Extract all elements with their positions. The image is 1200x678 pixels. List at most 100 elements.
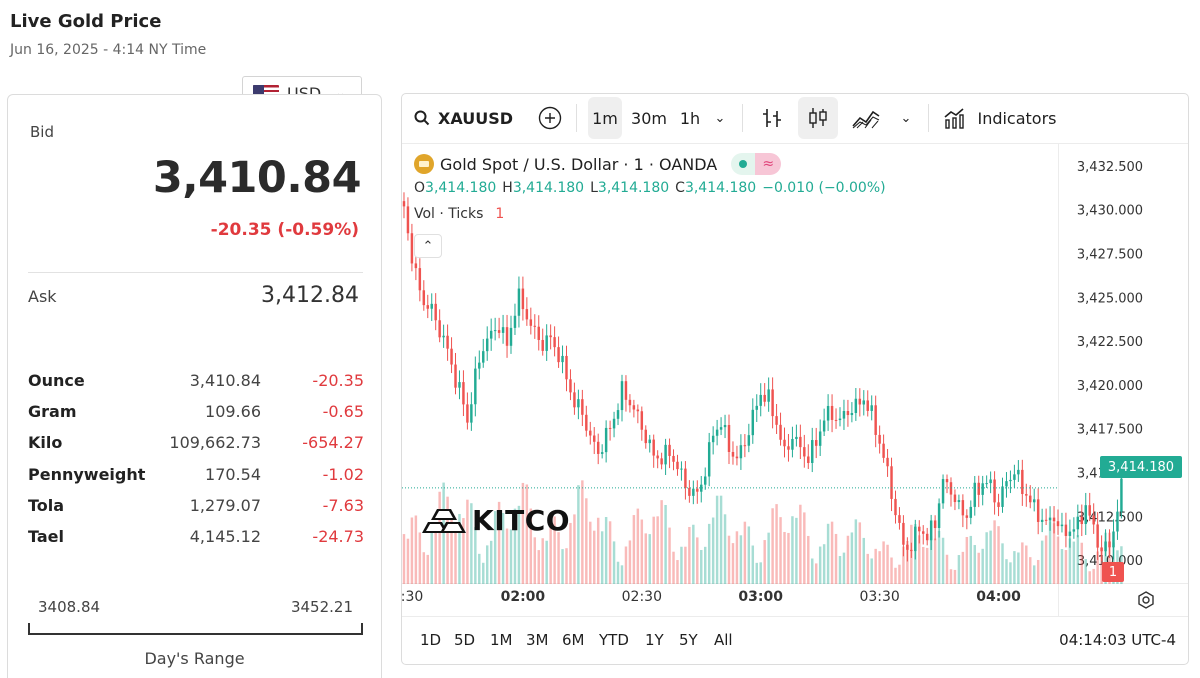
candle-body: [553, 337, 556, 348]
range-6m-button[interactable]: 6M: [562, 631, 585, 649]
unit-change: -654.27: [302, 433, 364, 453]
candle-body: [767, 389, 770, 402]
volume-bar: [1100, 547, 1103, 584]
interval-dropdown-button[interactable]: ⌄: [708, 97, 732, 139]
candles-icon: [809, 108, 827, 128]
volume-bar: [707, 523, 711, 584]
candle-body: [898, 515, 901, 523]
interval-30m-button[interactable]: 30m: [631, 108, 667, 128]
tb-sep: [928, 104, 929, 132]
volume-bar: [1060, 549, 1064, 584]
volume-bar: [886, 544, 889, 584]
candle-body: [636, 409, 640, 412]
candle-body: [894, 498, 897, 516]
compare-button[interactable]: [534, 97, 566, 139]
volume-bar: [680, 546, 683, 584]
candle-body: [870, 405, 873, 411]
y-tick-label: 3,430.000: [1077, 204, 1143, 219]
volume-bar: [489, 540, 493, 584]
volume-bar: [1088, 571, 1091, 584]
price-chart[interactable]: 3,432.500 3,430.000 3,427.500 3,425.000 3,42…: [402, 144, 1188, 616]
area-chart-icon: [852, 110, 880, 129]
range-3m-button[interactable]: 3M: [526, 631, 549, 649]
volume-bar: [719, 495, 723, 584]
y-tick-label: 3,417.500: [1077, 423, 1143, 438]
day-range-label: Day's Range: [144, 649, 245, 668]
candle-body: [707, 442, 711, 477]
volume-bar: [529, 508, 533, 584]
area-style-button[interactable]: [848, 97, 884, 139]
volume-bar: [1080, 542, 1084, 584]
candle-body: [474, 368, 477, 405]
volume-bar: [688, 526, 691, 584]
volume-bar: [767, 532, 770, 584]
candle-body: [874, 405, 877, 435]
candle-body: [997, 502, 1000, 507]
candle-body: [410, 233, 414, 264]
volume-bar: [505, 528, 509, 584]
volume-bar: [814, 563, 818, 584]
candle-body: [933, 520, 937, 529]
range-1d-button[interactable]: 1D: [420, 631, 442, 649]
ohlc-row: O 3,414.180 H 3,414.180 L 3,414.180 C 3,414.…: [414, 180, 886, 196]
candles-style-button[interactable]: [798, 97, 838, 139]
candle-body: [680, 468, 683, 470]
unit-row: Kilo 109,662.73 -654.27: [28, 427, 364, 458]
range-5d-button[interactable]: 5D: [454, 631, 476, 649]
unit-change: -0.65: [322, 402, 364, 422]
range-1m-button[interactable]: 1M: [490, 631, 513, 649]
market-status-pill[interactable]: ≈: [731, 153, 782, 175]
collapse-legend-button[interactable]: ⌃: [414, 234, 442, 258]
page-title: Live Gold Price: [10, 11, 162, 32]
candle-body: [573, 392, 576, 408]
unit-name: Tael: [28, 527, 64, 547]
candle-body: [945, 479, 949, 483]
candle-body: [961, 500, 965, 516]
chart-settings-icon[interactable]: [1136, 590, 1156, 610]
volume-bar: [811, 558, 814, 584]
gold-coin-icon: [414, 154, 434, 174]
volume-bar: [807, 535, 810, 584]
open-key: O: [414, 180, 426, 196]
y-tick-label: 3,432.500: [1077, 160, 1143, 175]
unit-row: Ounce 3,410.84 -20.35: [28, 365, 364, 396]
quote-panel: Bid 3,410.84 -20.35 (-0.59%) Ask 3,412.8…: [7, 94, 382, 678]
volume-bar: [672, 551, 675, 584]
symbol-label: XAUUSD: [438, 108, 514, 128]
candle-body: [569, 379, 572, 393]
volume-bar: [406, 538, 410, 584]
unit-row: Gram 109.66 -0.65: [28, 396, 364, 427]
chart-type-dropdown-button[interactable]: ⌄: [894, 97, 918, 139]
candle-body: [620, 381, 624, 411]
unit-name: Ounce: [28, 371, 85, 391]
volume-bar: [739, 535, 743, 584]
volume-bar: [1032, 565, 1036, 584]
candle-body: [1032, 499, 1036, 503]
interval-1m-button[interactable]: 1m: [588, 97, 622, 139]
volume-bar: [541, 538, 544, 584]
candle-body: [644, 429, 647, 444]
candle-body: [1064, 524, 1068, 536]
candle-body: [850, 413, 854, 416]
bar-style-button[interactable]: [754, 97, 790, 139]
candle-body: [414, 263, 418, 269]
volume-bar: [1040, 540, 1044, 584]
candle-body: [989, 479, 992, 484]
symbol-search-button[interactable]: XAUUSD: [414, 97, 514, 139]
candle-body: [656, 455, 659, 459]
search-icon: [414, 110, 430, 126]
candle-body: [434, 303, 437, 321]
range-1y-button[interactable]: 1Y: [645, 631, 664, 649]
candle-body: [608, 427, 612, 429]
candle-body: [624, 381, 628, 400]
volume-bar: [700, 549, 703, 584]
candle-body: [1104, 541, 1107, 552]
indicators-button[interactable]: Indicators: [940, 97, 1060, 139]
range-ytd-button[interactable]: YTD: [599, 631, 629, 649]
interval-1h-button[interactable]: 1h: [679, 108, 701, 128]
candle-body: [1052, 517, 1056, 522]
range-5y-button[interactable]: 5Y: [679, 631, 698, 649]
volume-bar: [1108, 532, 1111, 584]
range-all-button[interactable]: All: [714, 631, 733, 649]
candle-body: [509, 327, 513, 346]
